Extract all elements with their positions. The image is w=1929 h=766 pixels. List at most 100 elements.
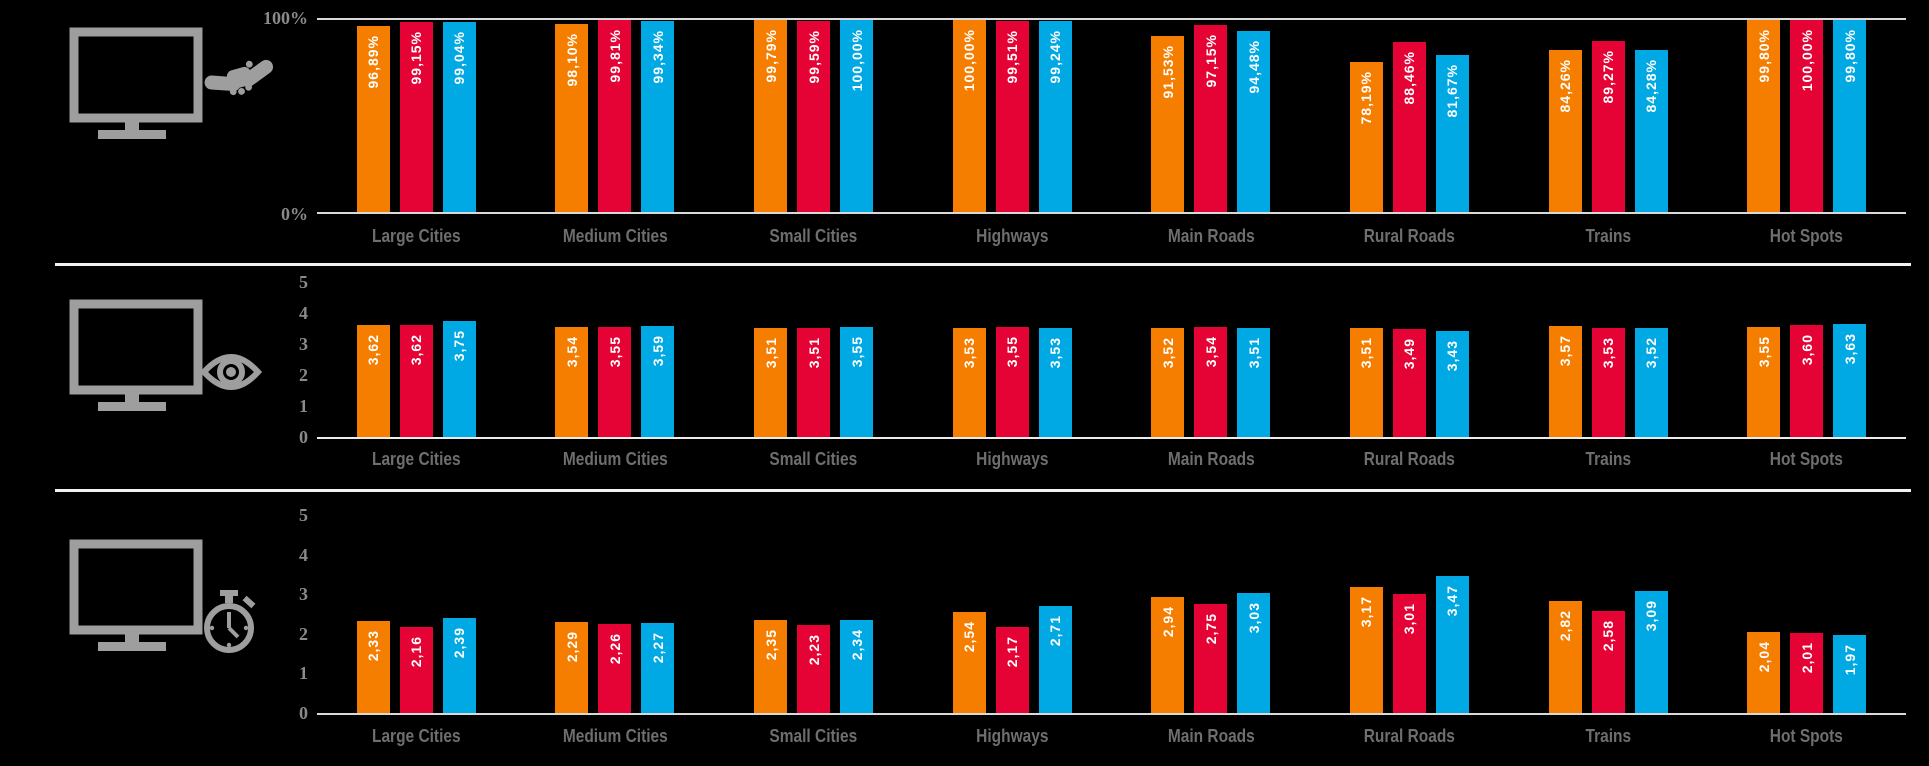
blue-bar: 99,04% — [442, 21, 476, 212]
blue-bar: 3,47 — [1435, 575, 1469, 713]
y-axis-tick: 4 — [299, 544, 308, 565]
y-axis-tick: 2 — [299, 365, 308, 385]
blue-bar: 99,34% — [641, 21, 675, 212]
category-label: Medium Cities — [562, 449, 668, 469]
orange-bar: 3,51 — [754, 328, 788, 437]
orange-bar: 2,29 — [555, 622, 589, 713]
monitor-eye-icon — [69, 299, 263, 411]
bar-value-label: 3,51 — [762, 337, 779, 369]
bar-value-label: 2,34 — [848, 629, 865, 661]
bar-group: 98,10% 99,81% 99,34% — [516, 20, 715, 212]
red-bar: 3,51 — [797, 328, 831, 437]
category-label: Hot Spots — [1770, 449, 1844, 469]
bar-value-label: 81,67% — [1444, 64, 1461, 118]
x-axis-panel-1: Large Cities Medium Cities Small Cities Hig… — [317, 226, 1906, 247]
bar-value-label: 3,60 — [1798, 334, 1815, 366]
orange-bar: 2,94 — [1151, 596, 1185, 713]
bar-value-label: 97,15% — [1202, 34, 1219, 88]
bar-group: 99,80% 100,00% 99,80% — [1707, 20, 1906, 212]
bar-value-label: 99,59% — [805, 29, 822, 84]
blue-bar: 81,67% — [1435, 55, 1469, 212]
bar-value-label: 100,00% — [1798, 29, 1815, 92]
category-label: Highways — [976, 726, 1049, 746]
y-axis-tick: 3 — [299, 584, 308, 605]
category-label: Trains — [1585, 726, 1631, 746]
bar-value-label: 78,19% — [1358, 70, 1375, 125]
stopwatch-icon — [204, 590, 256, 653]
bar-group: 78,19% 88,46% 81,67% — [1310, 20, 1509, 212]
bar-value-label: 99,24% — [1047, 30, 1064, 84]
bar-value-label: 2,04 — [1755, 641, 1772, 673]
bar-group: 99,79% 99,59% 100,00% — [714, 20, 913, 212]
x-axis-panel-3: Large Cities Medium Cities Small Cities Hig… — [317, 726, 1906, 747]
bar-value-label: 100,00% — [848, 29, 865, 92]
bar-value-label: 99,81% — [606, 29, 623, 83]
category-label: Highways — [976, 226, 1049, 246]
bar-value-label: 89,27% — [1600, 49, 1617, 104]
bar-value-label: 99,34% — [649, 30, 666, 84]
orange-bar: 99,79% — [754, 20, 788, 212]
bar-value-label: 2,26 — [606, 632, 623, 664]
bar-group: 100,00% 99,51% 99,24% — [913, 20, 1112, 212]
y-axis-tick: 1 — [299, 396, 308, 416]
y-axis-tick: 0% — [281, 204, 308, 224]
red-bar: 99,81% — [598, 20, 632, 212]
bar-value-label: 2,17 — [1004, 636, 1021, 668]
category-label: Hot Spots — [1770, 726, 1844, 746]
bar-group: 84,26% 89,27% 84,28% — [1509, 20, 1708, 212]
bar-value-label: 3,47 — [1444, 584, 1461, 616]
bar-group: 3,17 3,01 3,47 — [1310, 515, 1509, 713]
orange-bar: 3,53 — [952, 327, 986, 437]
bar-value-label: 99,80% — [1755, 29, 1772, 83]
category-label: Small Cities — [769, 226, 858, 246]
bar-value-label: 99,80% — [1841, 29, 1858, 83]
bar-value-label: 3,62 — [365, 333, 382, 366]
category-label: Trains — [1585, 449, 1631, 469]
bar-value-label: 3,43 — [1444, 339, 1461, 371]
panel-separator — [55, 263, 1911, 266]
y-axis-tick: 100% — [263, 8, 308, 28]
panel-separator — [55, 489, 1911, 492]
bar-value-label: 99,04% — [451, 30, 468, 85]
orange-bar: 2,82 — [1548, 601, 1582, 713]
red-bar: 2,17 — [995, 627, 1029, 713]
bar-value-label: 84,26% — [1557, 59, 1574, 113]
orange-bar: 100,00% — [952, 20, 986, 212]
red-bar: 3,60 — [1790, 325, 1824, 437]
bar-value-label: 91,53% — [1159, 45, 1176, 99]
red-bar: 3,55 — [995, 326, 1029, 437]
bar-group: 3,62 3,62 3,75 — [317, 282, 516, 437]
category-label: Small Cities — [769, 449, 858, 469]
bar-value-label: 3,57 — [1557, 335, 1574, 367]
red-bar: 99,15% — [399, 21, 433, 212]
blue-bar: 2,27 — [641, 623, 675, 713]
bar-value-label: 99,51% — [1004, 29, 1021, 84]
bar-value-label: 2,23 — [805, 633, 822, 665]
bar-group: 3,55 3,60 3,63 — [1707, 282, 1906, 437]
bar-group: 3,52 3,54 3,51 — [1112, 282, 1311, 437]
blue-bar: 3,75 — [442, 320, 476, 437]
bar-value-label: 2,94 — [1159, 605, 1176, 637]
red-bar: 3,55 — [598, 326, 632, 437]
category-label: Main Roads — [1167, 726, 1255, 746]
panel-3-icon-cell — [62, 538, 277, 663]
red-bar: 97,15% — [1194, 25, 1228, 212]
handshake-icon — [204, 59, 274, 96]
blue-bar: 3,43 — [1435, 330, 1469, 437]
bar-value-label: 3,49 — [1401, 337, 1418, 370]
red-bar: 99,59% — [797, 20, 831, 212]
eye-icon — [199, 354, 263, 390]
y-axis-panel-3: 5 4 3 2 1 0 — [232, 505, 308, 723]
bar-value-label: 3,53 — [1600, 336, 1617, 368]
bar-value-label: 2,33 — [365, 629, 382, 661]
bar-value-label: 99,15% — [408, 30, 425, 85]
y-axis-tick: 0 — [299, 702, 308, 723]
category-label: Hot Spots — [1770, 226, 1844, 246]
bar-value-label: 3,17 — [1358, 596, 1375, 628]
bar-group: 3,53 3,55 3,53 — [913, 282, 1112, 437]
bar-value-label: 3,55 — [848, 335, 865, 368]
blue-bar: 3,09 — [1634, 590, 1668, 713]
orange-bar: 2,04 — [1747, 632, 1781, 713]
blue-bar: 94,48% — [1237, 30, 1271, 212]
